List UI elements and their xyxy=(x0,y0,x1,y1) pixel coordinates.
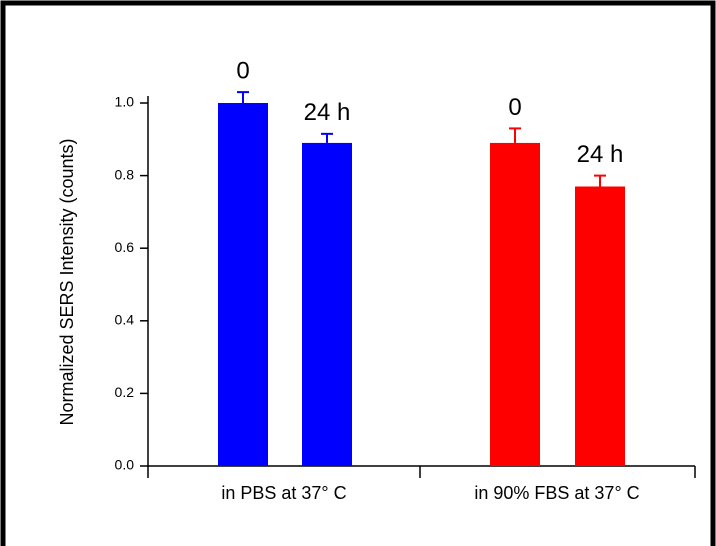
bar xyxy=(490,142,540,466)
y-tick-label: 0.0 xyxy=(115,457,135,473)
y-tick-label: 0.6 xyxy=(115,239,135,255)
y-axis-label: Normalized SERS Intensity (counts) xyxy=(57,138,77,425)
x-tick-label: in PBS at 37° C xyxy=(221,483,346,503)
bar-label: 0 xyxy=(236,57,249,84)
bar xyxy=(218,103,268,466)
bar xyxy=(302,142,352,466)
y-tick-label: 0.8 xyxy=(115,166,135,182)
bar-label: 24 h xyxy=(304,99,351,126)
bar-label: 24 h xyxy=(577,141,624,168)
bar xyxy=(575,186,625,467)
y-tick-label: 0.4 xyxy=(115,312,135,328)
bar-label: 0 xyxy=(508,94,521,121)
x-tick-label: in 90% FBS at 37° C xyxy=(474,483,639,503)
y-tick-label: 0.2 xyxy=(115,384,135,400)
y-tick-label: 1.0 xyxy=(115,94,135,110)
